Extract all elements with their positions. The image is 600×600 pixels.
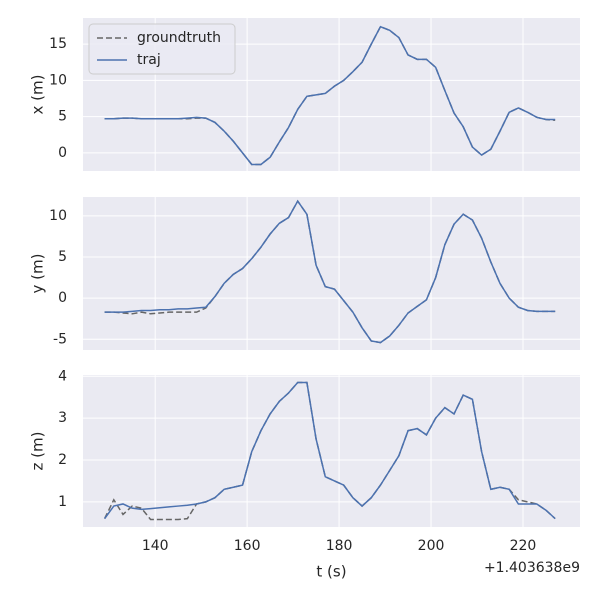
- y-tick-label: 10: [49, 72, 67, 88]
- y-tick-label: 4: [58, 368, 67, 384]
- x-offset-label: +1.403638e9: [484, 560, 580, 576]
- x-tick-label: 140: [142, 538, 169, 554]
- legend-label: groundtruth: [137, 30, 221, 46]
- x-tick-label: 180: [326, 538, 353, 554]
- x-tick-label: 200: [418, 538, 445, 554]
- legend-box: [88, 23, 236, 75]
- y-tick-label: 15: [49, 36, 67, 52]
- y-axis-label: x (m): [29, 75, 47, 115]
- y-axis-label: y (m): [29, 254, 47, 294]
- series-line: [104, 199, 556, 344]
- x-tick-label: 160: [234, 538, 261, 554]
- plot-area: [83, 197, 580, 350]
- y-tick-label: 3: [58, 410, 67, 426]
- y-tick-label: 2: [58, 452, 67, 468]
- y-tick-label: 1: [58, 494, 67, 510]
- y-tick-label: 0: [58, 145, 67, 161]
- x-axis-label: t (s): [316, 563, 346, 581]
- y-tick-label: 5: [58, 109, 67, 125]
- plot-area: [83, 375, 580, 527]
- y-axis-label: z (m): [29, 432, 47, 471]
- legend: groundtruth traj: [88, 23, 236, 75]
- y-tick-label: 10: [49, 208, 67, 224]
- legend-label: traj: [137, 52, 161, 68]
- x-tick-label: 220: [510, 538, 537, 554]
- y-tick-label: -5: [53, 331, 67, 347]
- y-tick-label: 5: [58, 249, 67, 265]
- series-line: [104, 25, 556, 166]
- series-line: [104, 381, 556, 520]
- y-tick-label: 0: [58, 290, 67, 306]
